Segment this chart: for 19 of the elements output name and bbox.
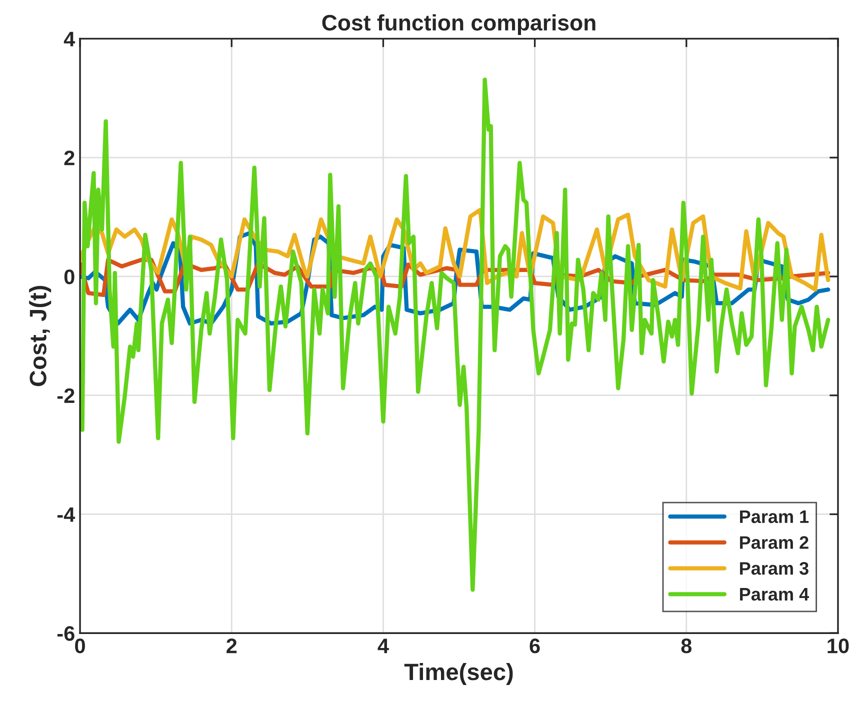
x-tick-label: 6 xyxy=(530,638,540,654)
legend-label: Param 1 xyxy=(740,510,809,524)
y-tick-label: 4 xyxy=(64,32,76,46)
y-axis-title: Cost, J(t) xyxy=(29,286,52,386)
y-tick-label: 0 xyxy=(64,269,74,284)
y-tick-label: -4 xyxy=(57,507,76,522)
x-tick-label: 8 xyxy=(681,638,692,654)
x-axis-title: Time(sec) xyxy=(404,662,513,685)
x-tick-label: 0 xyxy=(75,638,85,654)
y-tick-label: -6 xyxy=(57,626,74,641)
legend-label: Param 3 xyxy=(740,562,808,575)
y-tick-label: -2 xyxy=(57,388,74,403)
chart-title: Cost function comparison xyxy=(322,14,596,35)
x-tick-label: 4 xyxy=(378,638,389,654)
x-tick-label: 2 xyxy=(226,638,237,654)
x-tick-label: 10 xyxy=(828,638,849,654)
y-tick-label: 2 xyxy=(64,150,74,166)
legend-label: Param 2 xyxy=(740,536,808,549)
legend-label: Param 4 xyxy=(740,588,809,601)
